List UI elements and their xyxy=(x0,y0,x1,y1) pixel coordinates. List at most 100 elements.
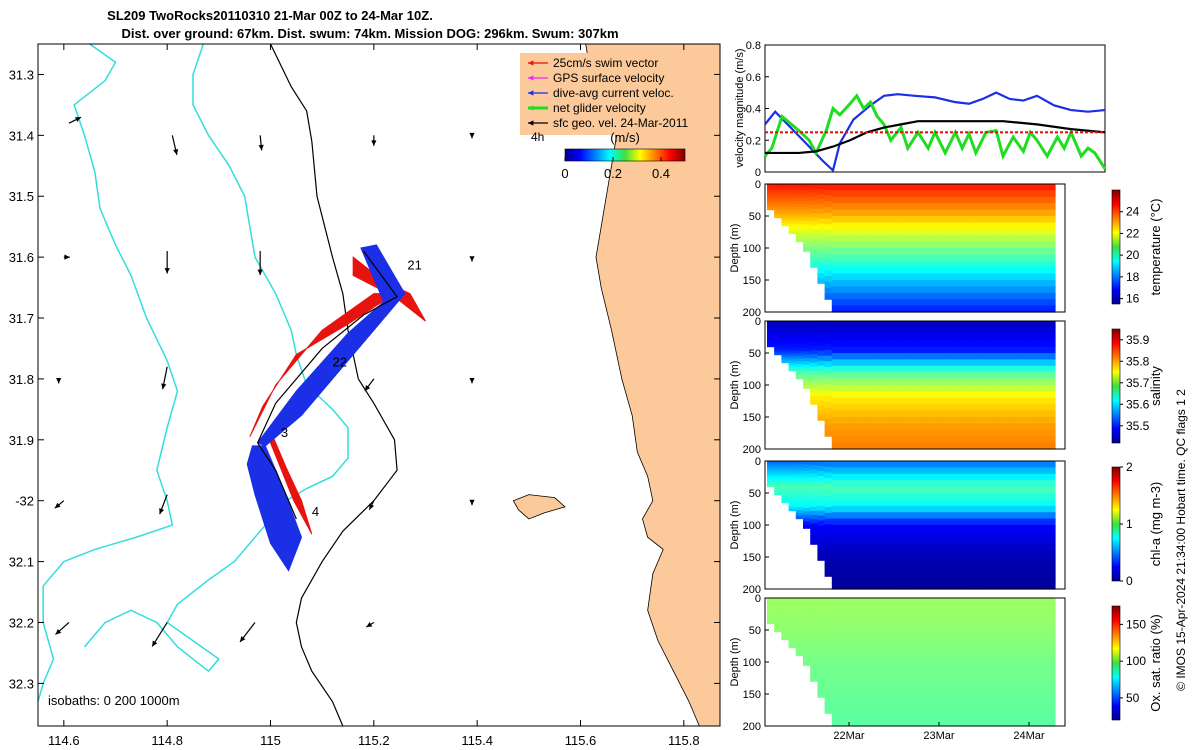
cell-temperature-20-18 xyxy=(911,299,919,307)
cell-temperature-12-8 xyxy=(853,235,862,243)
cell-oxygen-30-3 xyxy=(983,617,991,625)
cell-oxygen-10-2 xyxy=(839,610,847,618)
cell-temperature-32-3 xyxy=(997,203,1006,211)
cell-temperature-19-6 xyxy=(903,222,912,230)
cell-temperature-38-19 xyxy=(1040,305,1049,313)
cell-salinity-27-17 xyxy=(961,429,970,437)
cell-salinity-34-3 xyxy=(1011,340,1020,348)
cell-salinity-23-13 xyxy=(932,404,941,412)
cell-salinity-13-3 xyxy=(860,340,869,348)
geo-vector-11-head xyxy=(364,385,371,391)
cell-oxygen-8-4 xyxy=(824,621,833,628)
cell-oxygen-34-9 xyxy=(1011,655,1020,663)
cell-chla-0-6 xyxy=(767,468,775,471)
cell-temperature-7-14 xyxy=(817,253,826,259)
cell-chla-3-15 xyxy=(788,498,797,502)
cell-oxygen-14-4 xyxy=(867,623,876,631)
cell-temperature-33-7 xyxy=(1004,228,1013,236)
cell-temperature-9-4 xyxy=(831,209,840,217)
cell-chla-23-18 xyxy=(932,576,941,584)
cell-salinity-17-9 xyxy=(889,378,898,386)
cell-salinity-26-3 xyxy=(954,340,962,348)
cell-oxygen-11-8 xyxy=(846,649,854,657)
cell-oxygen-37-16 xyxy=(1033,700,1042,708)
cell-oxygen-11-16 xyxy=(846,700,854,708)
cell-chla-39-0 xyxy=(1047,461,1056,468)
cell-oxygen-22-15 xyxy=(925,694,934,701)
cell-salinity-11-11 xyxy=(846,391,854,399)
cell-salinity-2-11 xyxy=(781,343,790,347)
cell-salinity-29-15 xyxy=(975,417,984,424)
cell-oxygen-14-5 xyxy=(867,630,876,637)
cell-chla-30-16 xyxy=(983,563,991,571)
cell-chla-7-2 xyxy=(817,470,826,477)
cell-oxygen-33-6 xyxy=(1004,636,1013,644)
cell-chla-34-5 xyxy=(1011,493,1020,500)
cell-chla-14-0 xyxy=(867,461,876,468)
cell-salinity-9-3 xyxy=(831,340,840,348)
legend-marker-2-head xyxy=(528,90,534,96)
cell-temperature-33-10 xyxy=(1004,248,1013,255)
cell-chla-33-11 xyxy=(1004,531,1013,539)
cell-chla-3-11 xyxy=(788,488,797,492)
cell-salinity-16-8 xyxy=(882,372,890,380)
cell-temperature-3-19 xyxy=(788,231,797,235)
cell-oxygen-13-5 xyxy=(860,630,869,637)
cell-oxygen-12-13 xyxy=(853,681,862,689)
cell-chla-9-13 xyxy=(831,544,840,552)
cell-oxygen-12-0 xyxy=(853,598,862,605)
cell-salinity-17-11 xyxy=(889,391,898,399)
cell-temperature-26-11 xyxy=(954,254,962,262)
cell-chla-21-5 xyxy=(918,493,926,500)
cell-oxygen-5-8 xyxy=(803,624,811,629)
cell-temperature-15-1 xyxy=(875,190,883,198)
cell-salinity-4-8 xyxy=(795,344,804,348)
cell-salinity-37-4 xyxy=(1033,346,1042,354)
cell-chla-36-3 xyxy=(1026,480,1034,488)
cell-temperature-0-17 xyxy=(767,205,775,208)
cell-salinity-7-4 xyxy=(817,340,826,347)
cell-salinity-7-13 xyxy=(817,385,826,392)
cell-oxygen-15-17 xyxy=(875,706,883,714)
cell-oxygen-11-3 xyxy=(846,617,854,625)
cell-oxygen-0-12 xyxy=(767,613,775,616)
cell-salinity-3-0 xyxy=(788,321,797,325)
cell-oxygen-11-15 xyxy=(846,694,854,701)
cell-oxygen-9-11 xyxy=(831,668,840,676)
cell-temperature-27-13 xyxy=(961,267,970,275)
cell-salinity-11-5 xyxy=(846,353,854,360)
cell-salinity-35-8 xyxy=(1019,372,1027,380)
cell-chla-8-13 xyxy=(824,535,833,543)
cell-salinity-13-1 xyxy=(860,327,869,335)
cell-oxygen-17-10 xyxy=(889,662,898,669)
cell-temperature-2-4 xyxy=(781,192,790,195)
cell-chla-16-8 xyxy=(882,512,890,520)
cell-temperature-39-14 xyxy=(1047,273,1056,281)
cell-chla-32-5 xyxy=(997,493,1006,500)
cell-chla-33-16 xyxy=(1004,563,1013,571)
cell-salinity-12-15 xyxy=(853,417,862,424)
cell-temperature-20-4 xyxy=(911,209,919,217)
cell-salinity-39-17 xyxy=(1047,429,1056,437)
cell-salinity-26-2 xyxy=(954,333,962,341)
cell-salinity-4-12 xyxy=(795,355,804,360)
cell-salinity-28-6 xyxy=(968,359,977,367)
cell-salinity-24-16 xyxy=(939,423,948,431)
cell-temperature-15-6 xyxy=(875,222,883,230)
cell-salinity-8-4 xyxy=(824,344,833,351)
cell-temperature-12-0 xyxy=(853,184,862,191)
cell-temperature-11-8 xyxy=(846,235,854,243)
cell-oxygen-10-0 xyxy=(839,598,847,605)
cell-oxygen-32-2 xyxy=(997,610,1006,618)
cell-temperature-38-4 xyxy=(1040,209,1049,217)
cell-salinity-14-1 xyxy=(867,327,876,335)
cell-temperature-13-10 xyxy=(860,248,869,255)
cell-temperature-22-9 xyxy=(925,241,934,249)
section-chla-y-tick-label-4: 200 xyxy=(743,584,761,596)
cell-salinity-30-17 xyxy=(983,429,991,437)
cell-oxygen-26-5 xyxy=(954,630,962,637)
cell-temperature-34-2 xyxy=(1011,196,1020,204)
cell-salinity-29-19 xyxy=(975,442,984,450)
cell-salinity-0-6 xyxy=(767,328,775,331)
cell-temperature-38-10 xyxy=(1040,248,1049,255)
